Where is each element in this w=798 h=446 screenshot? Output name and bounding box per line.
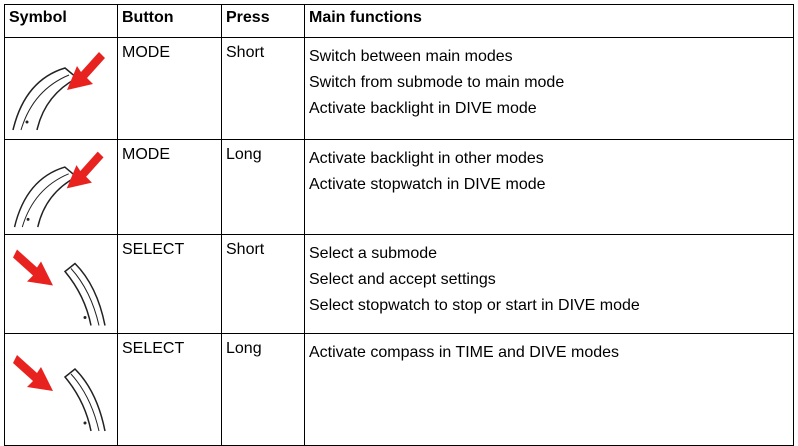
table-row: MODE Short Switch between main modes Switch… (4, 37, 794, 140)
button-cell: SELECT (117, 333, 222, 446)
function-text: Activate stopwatch in DIVE mode (309, 176, 546, 193)
symbol-cell (4, 333, 118, 446)
button-icon (12, 52, 105, 131)
button-icon (13, 249, 106, 326)
function-text: Switch from submode to main mode (309, 74, 565, 91)
function-text: Select stopwatch to stop or start in DIV… (309, 297, 640, 314)
function-text: Activate backlight in DIVE mode (309, 100, 537, 117)
function-text: Activate compass in TIME and DIVE modes (309, 344, 620, 361)
button-icon (13, 355, 106, 432)
functions-cell: Activate backlight in other modes Activat… (304, 139, 794, 235)
function-text: Activate backlight in other modes (309, 150, 544, 167)
header-cell: Symbol (4, 4, 118, 38)
button-cell: SELECT (117, 234, 222, 334)
header-cell: Press (221, 4, 305, 38)
symbol-cell (4, 234, 118, 334)
function-text: Select a submode (309, 245, 438, 262)
press-cell: Short (221, 37, 305, 140)
press-cell: Short (221, 234, 305, 334)
table-row: SELECT Short Select a submode Select and ac… (4, 234, 794, 334)
table-row: MODE Long Activate backlight in other mode… (4, 139, 794, 235)
functions-table: Symbol Button Press Main functions MODE S… (4, 4, 794, 446)
table-row: SELECT Long Activate compass in TIME and D… (4, 333, 794, 446)
symbol-cell (4, 139, 118, 235)
button-cell: MODE (117, 37, 222, 140)
symbol-cell (4, 37, 118, 140)
page: Symbol Button Press Main functions MODE S… (4, 4, 794, 446)
header-cell: Main functions (304, 4, 794, 38)
functions-cell: Switch between main modes Switch from sub… (304, 37, 794, 140)
button-icon (13, 151, 104, 228)
header-cell: Button (117, 4, 222, 38)
function-text: Select and accept settings (309, 271, 496, 288)
functions-cell: Select a submode Select and accept settin… (304, 234, 794, 334)
button-cell: MODE (117, 139, 222, 235)
press-cell: Long (221, 333, 305, 446)
function-text: Switch between main modes (309, 48, 513, 65)
header-row: Symbol Button Press Main functions (4, 4, 794, 38)
press-cell: Long (221, 139, 305, 235)
